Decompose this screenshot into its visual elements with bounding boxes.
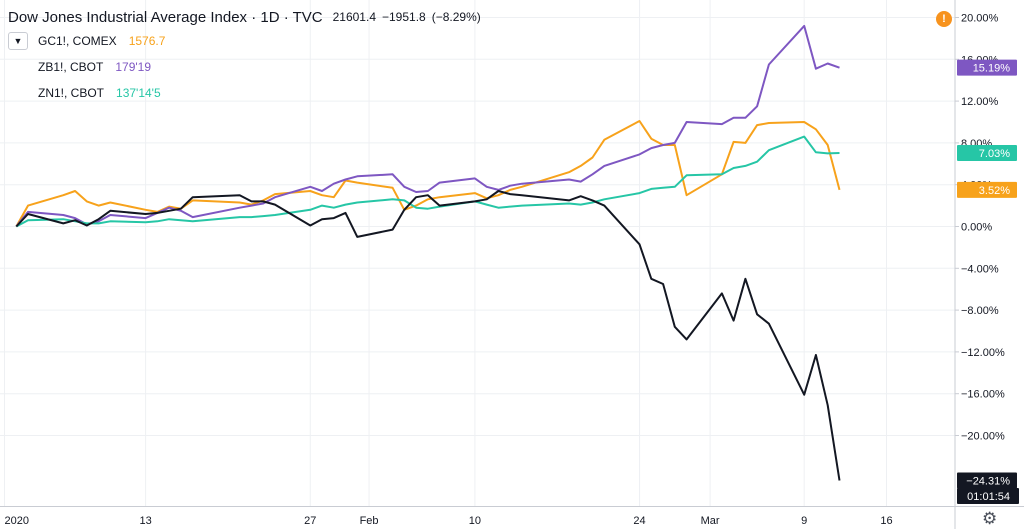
y-tick-label: −16.00% bbox=[961, 389, 1005, 401]
chevron-down-icon[interactable]: ▼ bbox=[8, 32, 28, 50]
time-axis[interactable]: 2020 13 27 Feb 10 24 Mar 9 16 bbox=[0, 506, 1024, 528]
legend-main-row: Dow Jones Industrial Average Index · 1D … bbox=[8, 6, 481, 28]
gear-icon[interactable]: ⚙ bbox=[982, 509, 998, 528]
x-tick-label: Mar bbox=[701, 515, 720, 527]
legend-symbol: GC1!, COMEX bbox=[38, 34, 117, 48]
last-value-labels: 3.52% 15.19% 7.03% −24.31% 01:01:54 bbox=[957, 59, 1019, 504]
series-line bbox=[15, 135, 840, 228]
legend-row-zb[interactable]: ZB1!, CBOT 179'19 bbox=[8, 54, 481, 80]
countdown-timer: 01:01:54 bbox=[957, 488, 1019, 504]
x-tick-label: Feb bbox=[360, 515, 379, 527]
legend: Dow Jones Industrial Average Index · 1D … bbox=[8, 6, 481, 106]
legend-main-values: 21601.4 −1951.8 (−8.29%) bbox=[333, 10, 481, 24]
x-tick-label: 27 bbox=[304, 515, 316, 527]
price-axis[interactable]: 20.00%16.00%12.00%8.00%4.00%0.00%−4.00%−… bbox=[954, 0, 1005, 529]
legend-symbol: ZN1!, CBOT bbox=[38, 86, 105, 100]
legend-title: Dow Jones Industrial Average Index · 1D … bbox=[8, 8, 323, 26]
legend-change: −1951.8 bbox=[382, 10, 426, 24]
y-tick-label: 12.00% bbox=[961, 96, 999, 108]
x-tick-label: 24 bbox=[633, 515, 645, 527]
x-tick-label: 2020 bbox=[5, 515, 29, 527]
y-tick-label: 0.00% bbox=[961, 222, 992, 234]
x-tick-label: 16 bbox=[880, 515, 892, 527]
legend-change-pct: (−8.29%) bbox=[431, 10, 481, 24]
legend-row-zn[interactable]: ZN1!, CBOT 137'14'5 bbox=[8, 80, 481, 106]
legend-symbol: ZB1!, CBOT bbox=[38, 60, 104, 74]
y-tick-label: −12.00% bbox=[961, 347, 1005, 359]
svg-text:15.19%: 15.19% bbox=[973, 63, 1011, 75]
x-tick-label: 9 bbox=[801, 515, 807, 527]
last-value-label: −24.31% bbox=[957, 472, 1017, 489]
countdown-text: 01:01:54 bbox=[967, 491, 1010, 503]
legend-last-value: 21601.4 bbox=[332, 10, 376, 24]
legend-value: 137'14'5 bbox=[116, 86, 161, 100]
last-value-label: 7.03% bbox=[957, 145, 1017, 162]
series-line bbox=[15, 190, 841, 481]
last-value-label: 15.19% bbox=[957, 59, 1017, 76]
legend-value: 179'19 bbox=[115, 60, 152, 74]
legend-value: 1576.7 bbox=[128, 34, 166, 48]
y-tick-label: −4.00% bbox=[961, 263, 999, 275]
grid bbox=[0, 0, 955, 506]
x-tick-label: 10 bbox=[469, 515, 481, 527]
y-tick-label: 20.00% bbox=[961, 13, 999, 25]
last-value-label: 3.52% bbox=[957, 181, 1017, 198]
svg-text:7.03%: 7.03% bbox=[979, 148, 1010, 160]
svg-text:3.52%: 3.52% bbox=[979, 185, 1010, 197]
exclamation-alert-icon[interactable]: ! bbox=[936, 11, 952, 27]
y-tick-label: −20.00% bbox=[961, 431, 1005, 443]
svg-text:−24.31%: −24.31% bbox=[966, 476, 1010, 488]
series-lines bbox=[15, 24, 841, 481]
y-tick-label: −8.00% bbox=[961, 305, 999, 317]
legend-row-gold[interactable]: ▼ GC1!, COMEX 1576.7 bbox=[8, 28, 481, 54]
x-tick-label: 13 bbox=[139, 515, 151, 527]
